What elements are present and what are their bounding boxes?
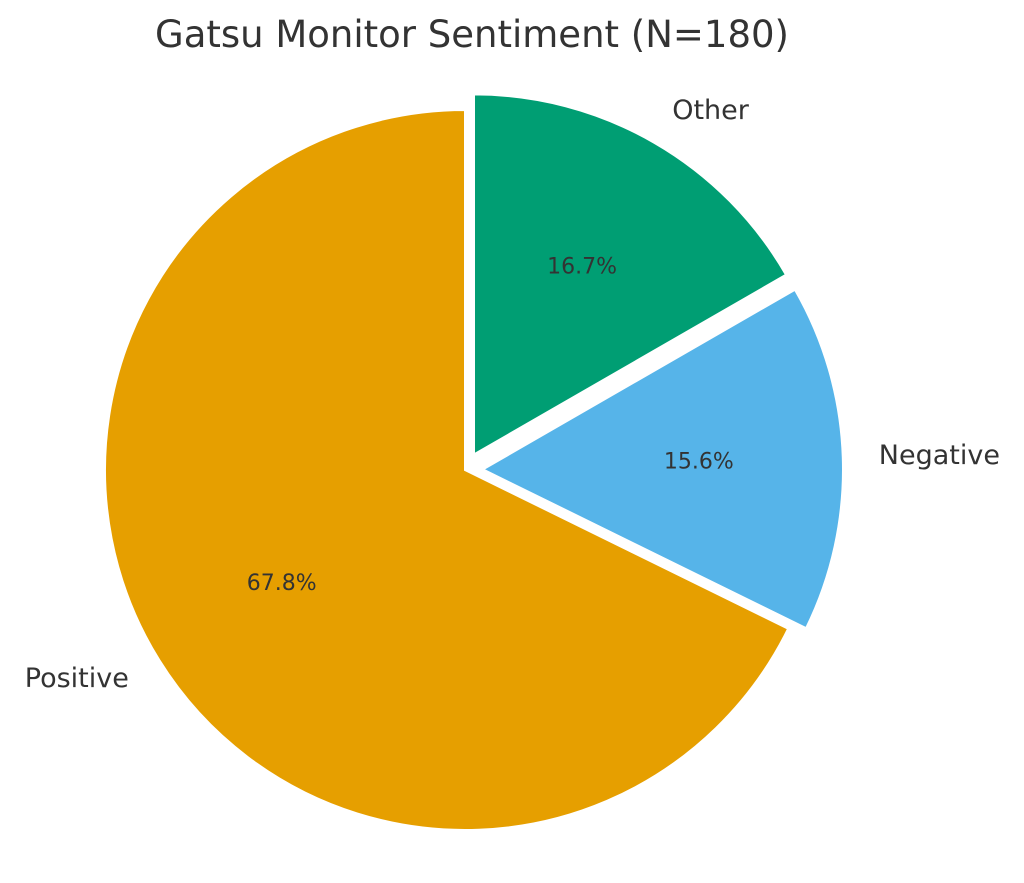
pie-slices: [104, 93, 844, 831]
chart-title: Gatsu Monitor Sentiment (N=180): [155, 13, 789, 56]
pie-slice-other: [473, 93, 788, 457]
percent-label-other: 16.7%: [547, 254, 617, 279]
percent-label-positive: 67.8%: [247, 571, 317, 596]
percent-label-negative: 15.6%: [664, 449, 734, 474]
pie-slice-negative: [480, 288, 844, 630]
pie-slice-positive: [104, 108, 790, 831]
category-label-negative: Negative: [879, 440, 1000, 471]
category-label-positive: Positive: [25, 663, 129, 694]
category-label-other: Other: [672, 95, 750, 126]
percent-labels: 67.8% 15.6% 16.7%: [247, 254, 734, 596]
category-labels: Positive Negative Other: [25, 95, 1000, 694]
